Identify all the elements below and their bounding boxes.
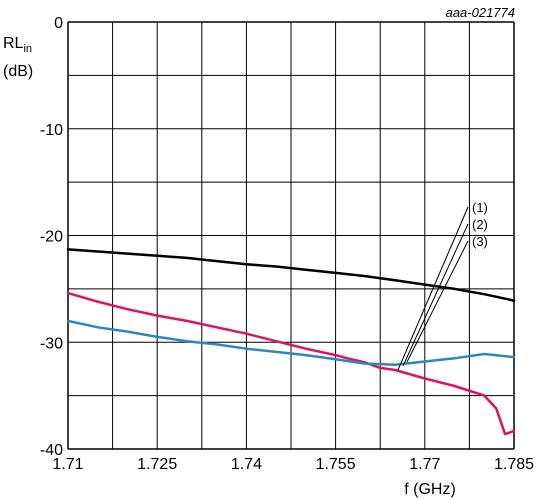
- callout-label-3: (3): [472, 234, 488, 249]
- x-tick-label: 1.71: [52, 456, 83, 473]
- x-axis-label: f (GHz): [404, 481, 456, 498]
- x-tick-label: 1.785: [494, 456, 534, 473]
- x-tick-label: 1.725: [137, 456, 177, 473]
- callout-label-2: (2): [472, 217, 488, 232]
- callout-leader-2: [402, 223, 469, 367]
- series-line-2: [66, 291, 516, 436]
- series-callouts: (1) (2) (3): [397, 200, 488, 371]
- y-tick-label: -10: [40, 122, 63, 139]
- y-axis-label-subscript: in: [23, 43, 32, 55]
- y-tick-label: 0: [54, 15, 63, 32]
- x-tick-labels: 1.71 1.725 1.74 1.755 1.77 1.785: [52, 456, 534, 473]
- x-tick-label: 1.755: [316, 456, 356, 473]
- series-line-3: [66, 319, 516, 366]
- callout-label-1: (1): [472, 200, 488, 215]
- y-axis-unit: (dB): [3, 63, 33, 80]
- callout-leader-3: [406, 240, 469, 363]
- y-tick-label: -30: [40, 335, 63, 352]
- x-tick-label: 1.77: [409, 456, 440, 473]
- callout-leader-1: [397, 206, 469, 371]
- chart-grid: [67, 21, 515, 450]
- y-axis-label-main: RL: [3, 35, 24, 52]
- y-axis-label: RLin: [3, 35, 32, 55]
- y-tick-labels: 0 -10 -20 -30 -40: [40, 15, 63, 459]
- y-tick-label: -40: [40, 442, 63, 459]
- figure-reference: aaa-021774: [446, 5, 515, 20]
- x-tick-label: 1.74: [231, 456, 262, 473]
- y-tick-label: -20: [40, 229, 63, 246]
